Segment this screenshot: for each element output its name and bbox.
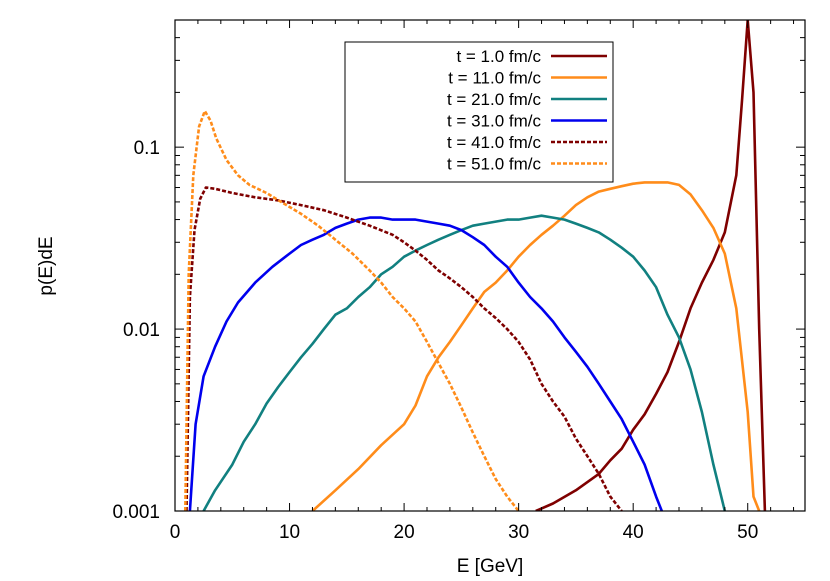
series-line-4 xyxy=(188,216,664,511)
series-line-3 xyxy=(202,214,727,511)
y-axis-label: p(E)dE xyxy=(36,236,57,295)
y-tick-label: 0.001 xyxy=(112,502,160,523)
legend-label: t = 51.0 fm/c xyxy=(447,155,542,174)
series-line-5 xyxy=(185,186,623,511)
legend-label: t = 1.0 fm/c xyxy=(456,47,541,66)
x-tick-label: 20 xyxy=(394,522,415,543)
x-tick-label: 40 xyxy=(623,522,644,543)
x-tick-label: 50 xyxy=(737,522,758,543)
series-line-1 xyxy=(535,20,767,511)
series-line-6 xyxy=(184,109,520,511)
series-line-2 xyxy=(311,181,761,511)
x-tick-label: 10 xyxy=(279,522,300,543)
legend-label: t = 11.0 fm/c xyxy=(448,69,541,88)
legend-label: t = 31.0 fm/c xyxy=(447,112,542,131)
legend: t = 1.0 fm/c t = 11.0 fm/c t = 21.0 fm/c t … xyxy=(344,41,614,183)
x-axis-label: E [GeV] xyxy=(457,556,524,577)
legend-box xyxy=(344,41,614,183)
legend-label: t = 21.0 fm/c xyxy=(447,90,542,109)
y-tick-label: 0.01 xyxy=(123,320,160,341)
legend-label: t = 41.0 fm/c xyxy=(447,133,542,152)
y-tick-label: 0.1 xyxy=(134,138,160,159)
x-tick-label: 30 xyxy=(508,522,529,543)
axis-ticks: 0 10 20 30 40 50 0.001 0.01 0.1 xyxy=(112,19,805,543)
plot-frame xyxy=(174,19,806,512)
x-tick-label: 0 xyxy=(170,522,181,543)
series-layer xyxy=(184,20,767,511)
